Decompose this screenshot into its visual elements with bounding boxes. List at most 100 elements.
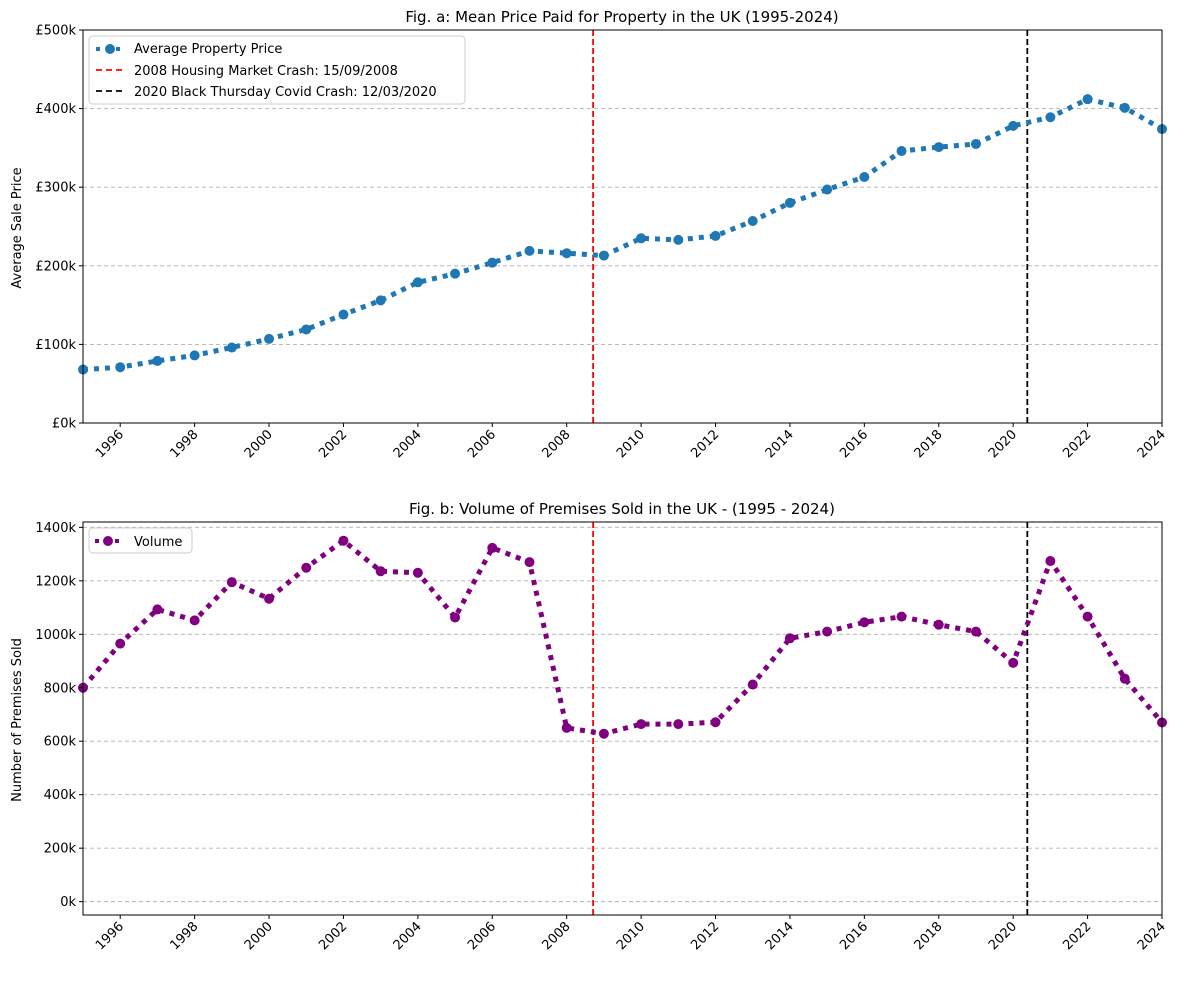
- data-point: [1008, 120, 1019, 131]
- volume-chart: Fig. b: Volume of Premises Sold in the U…: [10, 500, 1169, 953]
- legend-label: Volume: [134, 535, 182, 550]
- data-point: [710, 230, 721, 241]
- data-point: [226, 342, 237, 353]
- data-point: [450, 612, 461, 623]
- data-point: [1119, 102, 1130, 113]
- data-point: [1008, 657, 1019, 668]
- data-point: [338, 309, 349, 320]
- legend: Volume: [88, 527, 193, 554]
- event-lines: [592, 30, 1029, 423]
- data-point: [933, 619, 944, 630]
- data-point: [598, 250, 609, 261]
- data-point: [896, 611, 907, 622]
- x-tick-label: 2004: [391, 427, 425, 461]
- data-point: [1045, 112, 1056, 123]
- x-tick-label: 2010: [614, 427, 648, 461]
- legend-label: Average Property Price: [134, 42, 282, 57]
- x-axis: 1996 1998 2000 2002 2004 2006 2008 2010 2012 2014…: [93, 423, 1169, 461]
- chart-title: Fig. a: Mean Price Paid for Property in …: [405, 8, 838, 26]
- legend-swatch-marker: [103, 536, 113, 546]
- x-tick-label: 2002: [316, 919, 350, 953]
- y-axis-label: Number of Premises Sold: [10, 638, 25, 802]
- event-lines: [592, 522, 1029, 915]
- series-line: [81, 537, 1164, 737]
- x-tick-label: 2024: [1135, 427, 1169, 461]
- legend-swatch-marker: [105, 44, 115, 54]
- legend-box: [88, 35, 466, 105]
- data-point: [524, 557, 535, 568]
- data-point: [784, 197, 795, 208]
- x-tick-label: 2012: [688, 919, 722, 953]
- x-tick-label: 2008: [540, 427, 574, 461]
- data-point: [375, 566, 386, 577]
- data-point: [1045, 556, 1056, 567]
- data-point: [561, 722, 572, 733]
- data-point: [970, 138, 981, 149]
- y-tick-label: £400k: [35, 102, 76, 117]
- y-tick-label: 600k: [44, 735, 77, 750]
- data-point: [152, 604, 163, 615]
- price-chart: Fig. a: Mean Price Paid for Property in …: [10, 8, 1169, 461]
- data-point: [487, 257, 498, 268]
- x-tick-label: 2020: [986, 427, 1020, 461]
- x-tick-label: 2014: [763, 427, 797, 461]
- x-tick-label: 1998: [167, 427, 201, 461]
- y-tick-label: 1200k: [35, 574, 76, 589]
- data-point: [1082, 611, 1093, 622]
- data-point: [264, 593, 275, 604]
- data-point: [226, 577, 237, 588]
- data-point: [970, 626, 981, 637]
- data-point: [375, 295, 386, 306]
- data-point: [450, 268, 461, 279]
- data-point: [189, 615, 200, 626]
- x-tick-label: 2000: [242, 919, 276, 953]
- series-line: [82, 96, 1164, 373]
- data-point: [933, 142, 944, 153]
- y-axis-label: Average Sale Price: [10, 167, 25, 288]
- y-tick-label: £300k: [35, 181, 76, 196]
- x-tick-label: 2006: [465, 427, 499, 461]
- x-tick-label: 2024: [1135, 919, 1169, 953]
- data-point: [822, 626, 833, 637]
- data-point: [524, 245, 535, 256]
- data-point: [301, 324, 312, 335]
- x-tick-label: 2010: [614, 919, 648, 953]
- data-point: [338, 535, 349, 546]
- series-layer: [78, 535, 1167, 739]
- y-axis: 0k 200k 400k 600k 800k 1000k 1200k 1400k: [35, 521, 83, 910]
- x-tick-label: 2008: [540, 919, 574, 953]
- legend-box: [88, 527, 193, 554]
- x-tick-label: 2018: [912, 919, 946, 953]
- data-point: [189, 350, 200, 361]
- data-point: [1082, 94, 1093, 105]
- data-point: [636, 719, 647, 730]
- data-point: [115, 362, 126, 373]
- data-point: [896, 146, 907, 157]
- data-point: [822, 184, 833, 195]
- x-axis: 1996 1998 2000 2002 2004 2006 2008 2010 2012 2014…: [93, 915, 1169, 953]
- plot-frame: [82, 521, 1163, 916]
- x-tick-label: 2000: [242, 427, 276, 461]
- data-point: [487, 542, 498, 553]
- x-tick-label: 2012: [688, 427, 722, 461]
- data-point: [859, 617, 870, 628]
- x-tick-label: 2016: [837, 427, 871, 461]
- data-point: [301, 562, 312, 573]
- y-tick-label: 1000k: [35, 628, 76, 643]
- x-tick-label: 2022: [1060, 427, 1094, 461]
- data-point: [1119, 673, 1130, 684]
- data-point: [710, 717, 721, 728]
- grid: [83, 526, 1162, 903]
- y-tick-label: £100k: [35, 338, 76, 353]
- series-layer: [78, 94, 1167, 375]
- x-tick-label: 2020: [986, 919, 1020, 953]
- y-tick-label: 400k: [44, 788, 77, 803]
- data-point: [673, 719, 684, 730]
- data-point: [412, 567, 423, 578]
- y-tick-label: 800k: [44, 681, 77, 696]
- data-point: [747, 679, 758, 690]
- data-point: [859, 171, 870, 182]
- plot-frame: [82, 29, 1163, 424]
- data-point: [636, 233, 647, 244]
